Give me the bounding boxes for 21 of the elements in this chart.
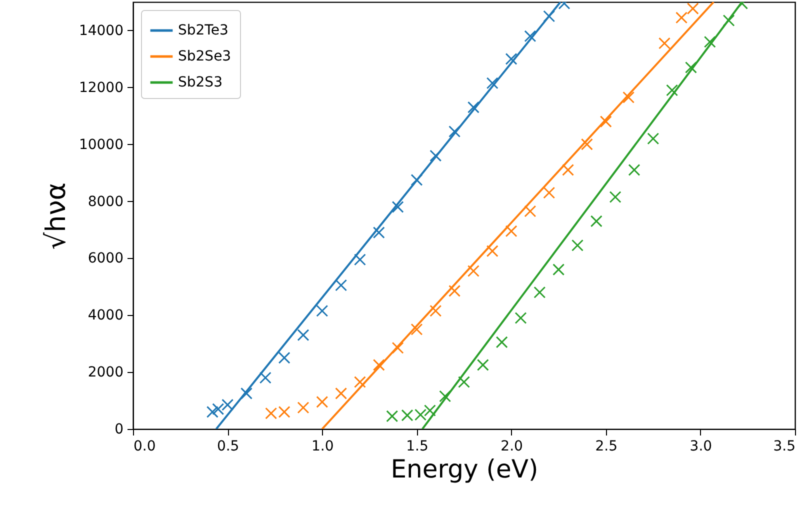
x-tick-label: 2.0 <box>500 438 523 454</box>
legend-label: Sb2S3 <box>178 74 222 90</box>
x-tick-label: 0.5 <box>216 438 240 454</box>
y-tick-label: 14000 <box>78 22 124 39</box>
x-tick-label: 2.5 <box>595 438 618 454</box>
legend-label: Sb2Te3 <box>178 22 228 38</box>
x-tick-label: 1.0 <box>312 438 334 454</box>
x-axis-title: Energy (eV) <box>390 454 538 484</box>
y-tick-label: 6000 <box>88 250 124 267</box>
y-axis-title: √hνα <box>40 182 72 250</box>
x-tick-label: 0.0 <box>134 438 156 454</box>
x-tick-label: 3.5 <box>773 438 796 454</box>
y-tick-label: 12000 <box>78 80 124 96</box>
x-tick-label: 1.5 <box>406 438 428 454</box>
y-tick-label: 8000 <box>88 194 124 210</box>
y-tick-label: 4000 <box>88 308 124 324</box>
x-tick-label: 3.0 <box>690 438 712 454</box>
y-tick-label: 0 <box>114 422 124 438</box>
y-tick-label: 2000 <box>88 364 124 381</box>
legend-label: Sb2Se3 <box>178 48 232 64</box>
y-tick-label: 10000 <box>78 136 124 153</box>
